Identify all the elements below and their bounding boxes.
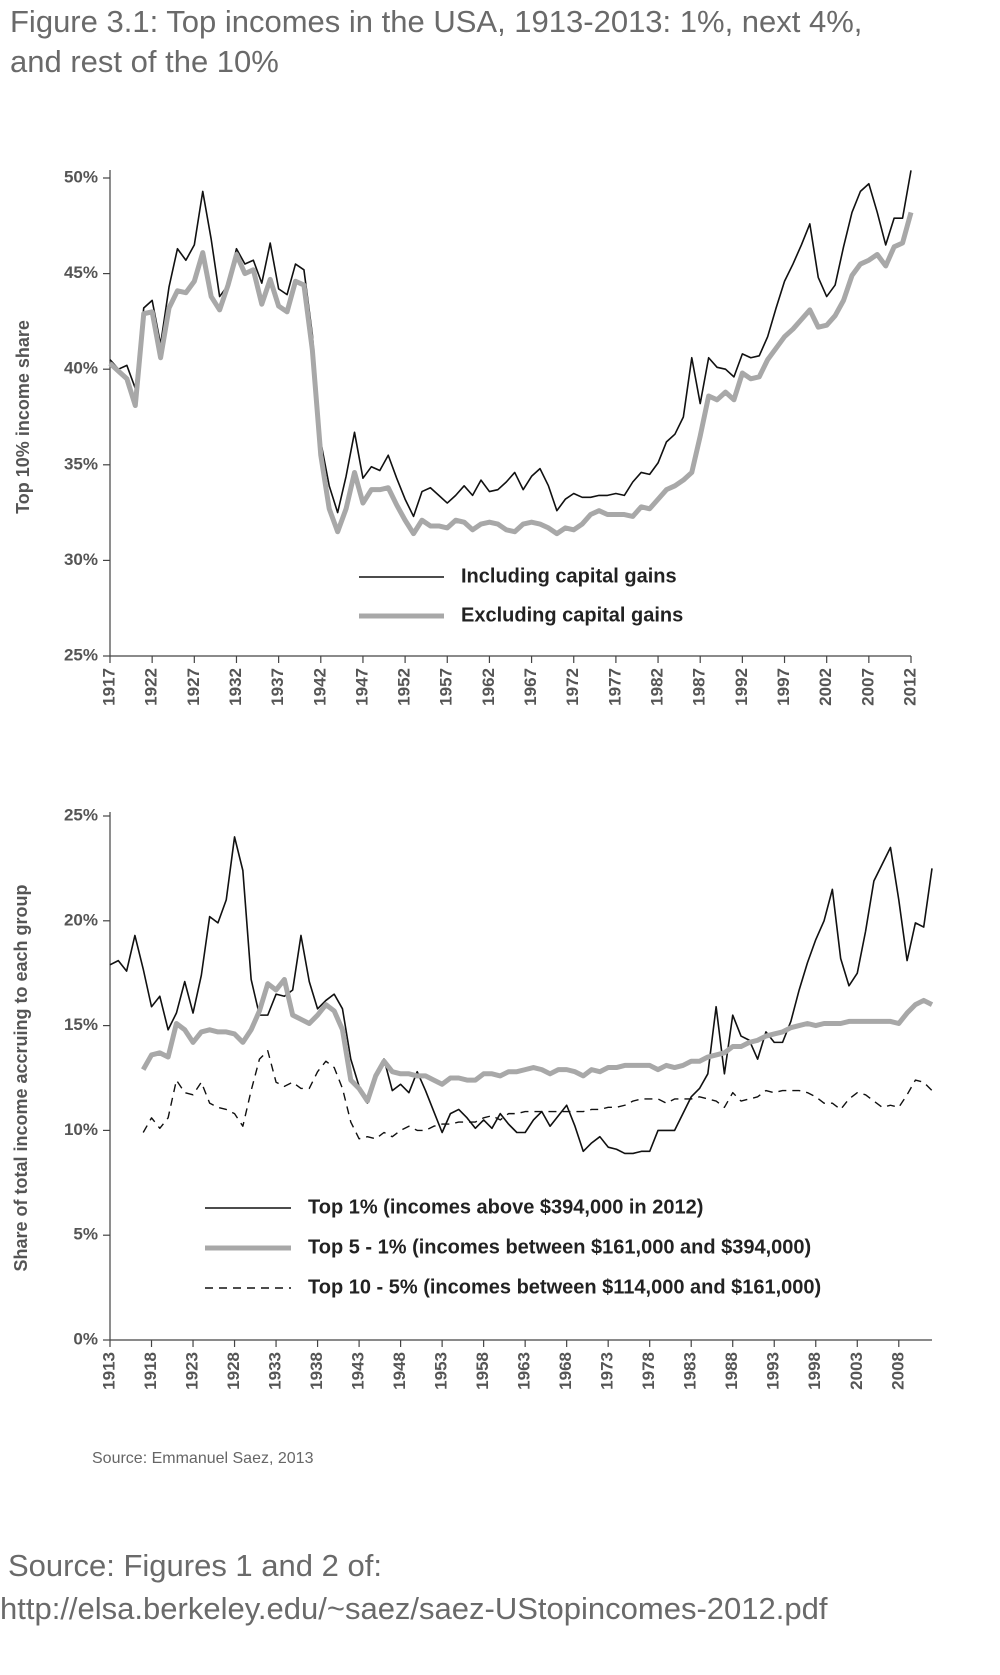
y-tick-label: 35% — [64, 454, 98, 473]
x-tick-label: 1993 — [764, 1352, 783, 1390]
x-tick-label: 1943 — [349, 1352, 368, 1390]
x-tick-label: 1917 — [99, 668, 118, 706]
x-tick-label: 1928 — [224, 1352, 243, 1390]
x-tick-label: 1992 — [732, 668, 751, 706]
x-tick-label: 1997 — [774, 668, 793, 706]
series-line — [108, 211, 914, 537]
x-tick-label: 1913 — [99, 1352, 118, 1390]
x-tick-label: 1957 — [437, 668, 456, 706]
x-tick-label: 1952 — [395, 668, 414, 706]
x-tick-label: 1918 — [141, 1352, 160, 1390]
y-axis-label: Share of total income accruing to each g… — [11, 884, 31, 1271]
series-line — [142, 1050, 933, 1140]
x-tick-label: 1968 — [556, 1352, 575, 1390]
x-tick-label: 1947 — [352, 668, 371, 706]
figure-title: and rest of the 10% — [10, 44, 279, 79]
y-tick-label: 45% — [64, 263, 98, 282]
y-tick-label: 40% — [64, 359, 98, 378]
x-tick-label: 1948 — [390, 1352, 409, 1390]
x-tick-label: 2003 — [847, 1352, 866, 1390]
legend-label: Top 5 - 1% (incomes between $161,000 and… — [308, 1236, 811, 1258]
y-tick-label: 50% — [64, 167, 98, 186]
x-tick-label: 1938 — [307, 1352, 326, 1390]
x-tick-label: 1967 — [521, 668, 540, 706]
x-tick-label: 1927 — [184, 668, 203, 706]
source-note: Source: Emmanuel Saez, 2013 — [92, 1450, 314, 1467]
figure-title: Figure 3.1: Top incomes in the USA, 1913… — [10, 4, 862, 39]
legend-label: Including capital gains — [461, 565, 677, 587]
x-tick-label: 1988 — [722, 1352, 741, 1390]
x-tick-label: 2002 — [816, 668, 835, 706]
x-tick-label: 1963 — [515, 1352, 534, 1390]
footer-text: Source: Figures 1 and 2 of: — [8, 1548, 382, 1583]
y-tick-label: 20% — [64, 910, 98, 929]
y-tick-label: 0% — [73, 1329, 98, 1348]
footer-url: http://elsa.berkeley.edu/~saez/saez-USto… — [0, 1591, 828, 1626]
x-tick-label: 1983 — [681, 1352, 700, 1390]
y-tick-label: 30% — [64, 550, 98, 569]
x-tick-label: 1962 — [479, 668, 498, 706]
y-tick-label: 10% — [64, 1120, 98, 1139]
legend-label: Excluding capital gains — [461, 604, 683, 626]
x-tick-label: 1998 — [805, 1352, 824, 1390]
x-tick-label: 1958 — [473, 1352, 492, 1390]
series-line — [109, 170, 912, 518]
series-line — [109, 836, 933, 1155]
x-tick-label: 1977 — [605, 668, 624, 706]
x-tick-label: 1987 — [690, 668, 709, 706]
x-tick-label: 1953 — [432, 1352, 451, 1390]
legend-label: Top 10 - 5% (incomes between $114,000 an… — [308, 1276, 821, 1298]
x-tick-label: 1923 — [183, 1352, 202, 1390]
x-tick-label: 2008 — [888, 1352, 907, 1390]
y-tick-label: 25% — [64, 805, 98, 824]
y-tick-label: 25% — [64, 645, 98, 664]
x-tick-label: 1978 — [639, 1352, 658, 1390]
x-tick-label: 1972 — [563, 668, 582, 706]
legend-label: Top 1% (incomes above $394,000 in 2012) — [308, 1196, 703, 1218]
x-tick-label: 1973 — [598, 1352, 617, 1390]
x-tick-label: 1932 — [226, 668, 245, 706]
y-axis-label: Top 10% income share — [13, 320, 33, 514]
x-tick-label: 1933 — [266, 1352, 285, 1390]
x-tick-label: 2007 — [858, 668, 877, 706]
x-tick-label: 2012 — [900, 668, 919, 706]
x-tick-label: 1922 — [142, 668, 161, 706]
y-tick-label: 15% — [64, 1015, 98, 1034]
x-tick-label: 1942 — [310, 668, 329, 706]
y-tick-label: 5% — [73, 1225, 98, 1244]
series-line — [141, 976, 934, 1104]
x-tick-label: 1937 — [268, 668, 287, 706]
x-tick-label: 1982 — [648, 668, 667, 706]
